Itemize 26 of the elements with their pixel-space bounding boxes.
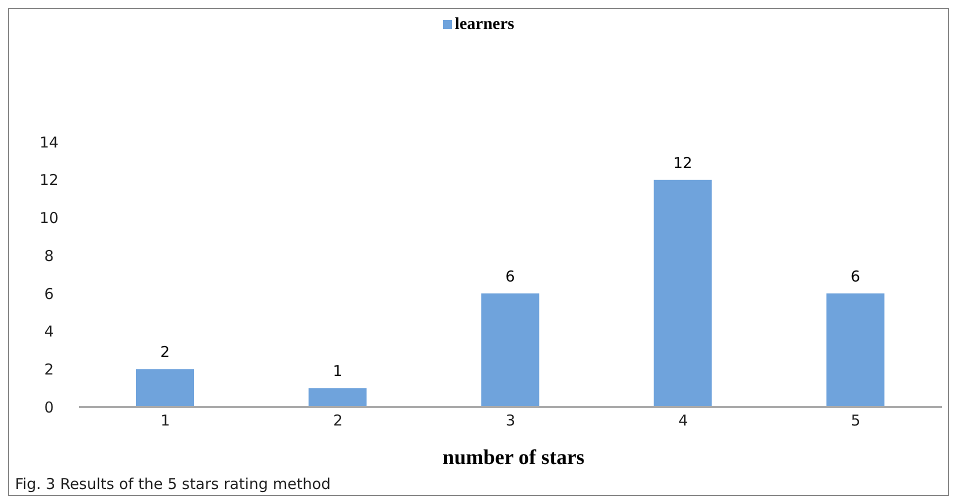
bar (826, 293, 884, 407)
y-tick-label: 4 (44, 322, 54, 341)
bar (481, 293, 540, 407)
bar (654, 180, 712, 407)
bar (308, 388, 367, 407)
data-label: 12 (673, 154, 692, 172)
y-tick-label: 2 (44, 360, 54, 378)
y-tick-label: 6 (44, 284, 54, 303)
bar (136, 369, 194, 407)
x-tick-label: 3 (506, 412, 516, 430)
x-tick-label: 2 (333, 412, 343, 430)
y-tick-label: 14 (39, 133, 59, 152)
x-tick-label: 4 (678, 412, 688, 430)
y-tick-label: 12 (39, 171, 59, 190)
caption: Fig. 3 Results of the 5 stars rating method (15, 475, 331, 493)
y-tick-label: 0 (44, 398, 54, 416)
x-tick-label: 1 (160, 412, 170, 430)
y-tick-label: 8 (44, 246, 54, 265)
x-tick-label: 5 (850, 412, 860, 430)
legend-label: learners (454, 14, 514, 34)
data-label: 6 (850, 267, 860, 286)
y-tick-label: 10 (39, 209, 59, 228)
data-label: 2 (160, 343, 170, 362)
data-label: 6 (505, 267, 515, 286)
x-axis-title: number of stars (442, 445, 586, 470)
data-label: 1 (332, 362, 342, 380)
